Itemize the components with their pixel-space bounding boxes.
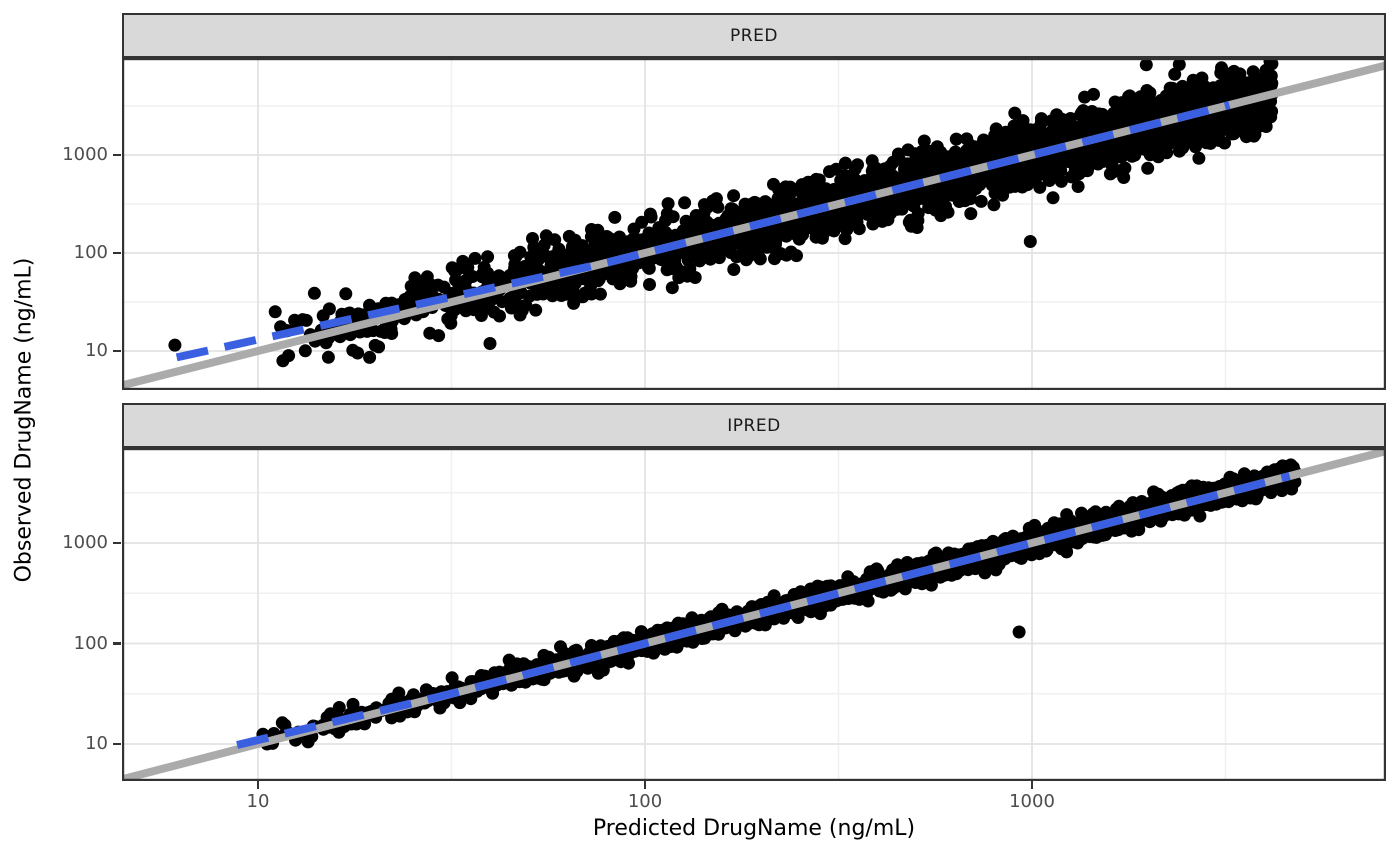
y-tick-label: 100 xyxy=(73,242,108,263)
x-tick-mark xyxy=(256,781,260,789)
y-axis-title: Observed DrugName (ng/mL) xyxy=(11,257,37,583)
x-tick-label: 1000 xyxy=(1009,791,1055,812)
x-tick-label: 100 xyxy=(627,791,663,812)
panel-pred-plot xyxy=(122,58,1386,390)
x-tick-label: 10 xyxy=(246,791,270,812)
y-tick-label: 10 xyxy=(85,340,108,361)
y-tick-mark xyxy=(113,742,121,746)
y-tick-label: 1000 xyxy=(62,144,108,165)
panel-ipred-plot xyxy=(122,448,1386,781)
y-tick-mark xyxy=(113,642,121,645)
y-tick-label: 100 xyxy=(73,632,108,654)
x-tick-mark xyxy=(1030,781,1034,789)
facet-strip-pred: PRED xyxy=(122,13,1386,58)
x-tick-mark xyxy=(643,781,647,789)
x-axis-title: Predicted DrugName (ng/mL) xyxy=(592,816,916,841)
y-tick-label: 10 xyxy=(85,733,108,754)
y-tick-label: 1000 xyxy=(62,532,108,553)
y-tick-mark xyxy=(113,541,121,545)
facet-strip-ipred-label: IPRED xyxy=(727,415,781,436)
facet-strip-ipred: IPRED xyxy=(122,403,1386,448)
facet-strip-pred-label: PRED xyxy=(730,25,778,46)
y-tick-mark xyxy=(113,349,121,353)
y-tick-mark xyxy=(113,251,121,255)
y-tick-mark xyxy=(113,153,121,157)
